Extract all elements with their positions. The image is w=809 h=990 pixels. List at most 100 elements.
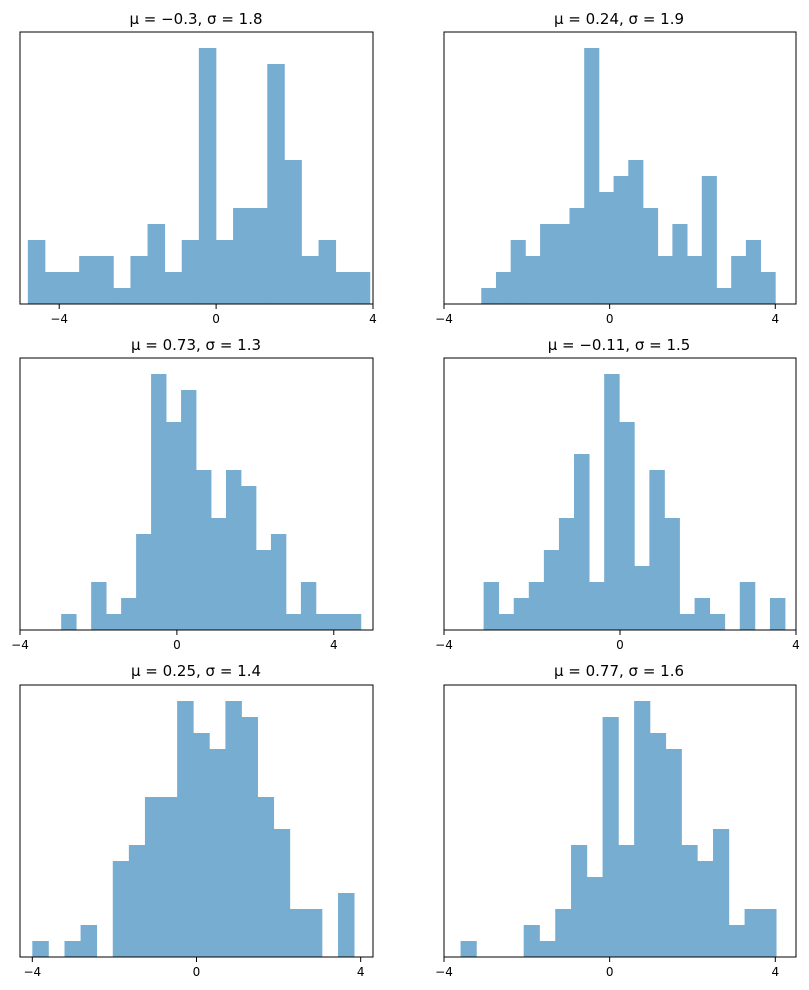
panel-3: μ = 0.73, σ = 1.3 −4 0 4: [11, 336, 374, 652]
histogram-bar: [144, 797, 162, 957]
histogram-bar: [510, 240, 526, 304]
histogram-bar: [44, 272, 63, 304]
panel-1-x-ticks: −4 0 4: [50, 304, 377, 326]
histogram-bar: [498, 614, 515, 630]
histogram-bar: [300, 582, 317, 630]
histogram-bar: [64, 941, 81, 957]
histogram-bar: [744, 909, 761, 957]
histogram-bar: [164, 272, 183, 304]
panel-4: μ = −0.11, σ = 1.5 −4 0 4: [435, 336, 800, 652]
x-tick-label: 0: [606, 312, 614, 326]
histogram-bar: [285, 614, 302, 630]
histogram-bar: [301, 256, 319, 304]
x-tick-label: −4: [435, 638, 453, 652]
histogram-bar: [602, 717, 619, 957]
histogram-bar: [589, 582, 605, 630]
x-tick-label: 0: [606, 965, 614, 979]
panel-2-axes-frame: [443, 31, 797, 305]
panel-4-x-ticks: −4 0 4: [435, 630, 800, 652]
panel-2-title: μ = 0.24, σ = 1.9: [554, 10, 684, 28]
histogram-bar: [716, 288, 732, 304]
histogram-bar: [130, 256, 148, 304]
histogram-bar: [769, 598, 786, 630]
histogram-bar: [352, 272, 371, 304]
x-tick-label: 4: [792, 638, 800, 652]
histogram-bar: [571, 845, 588, 957]
histogram-bar: [270, 534, 287, 630]
histogram-bar: [318, 240, 337, 304]
x-tick-label: −4: [50, 312, 68, 326]
histogram-bar: [540, 224, 556, 304]
histogram-bar: [91, 582, 107, 630]
histogram-bar: [760, 909, 777, 957]
histogram-bar: [128, 845, 146, 957]
histogram-bar: [113, 288, 131, 304]
histogram-bar: [558, 518, 575, 630]
histogram-bar: [681, 845, 698, 957]
x-tick-label: 0: [173, 638, 181, 652]
histogram-bar: [147, 224, 166, 304]
panel-1-bars: [27, 48, 371, 304]
histogram-bar: [584, 48, 600, 304]
panel-4-title: μ = −0.11, σ = 1.5: [548, 336, 691, 354]
histogram-bar: [543, 550, 560, 630]
histogram-bar: [618, 845, 635, 957]
histogram-bar: [177, 701, 194, 957]
histogram-bar: [166, 422, 182, 630]
x-tick-label: −4: [23, 965, 41, 979]
histogram-bar: [161, 797, 178, 957]
histogram-bar: [672, 224, 688, 304]
histogram-bar: [198, 48, 217, 304]
histogram-bar: [664, 518, 680, 630]
panel-6-x-ticks: −4 0 4: [435, 957, 779, 979]
histogram-bar: [634, 701, 651, 957]
histogram-bar: [634, 566, 650, 630]
histogram-bar: [731, 256, 747, 304]
x-tick-label: −4: [11, 638, 29, 652]
histogram-bar: [760, 272, 776, 304]
histogram-bar: [215, 240, 234, 304]
panel-6-axes-frame: [443, 684, 797, 958]
histogram-bar: [62, 272, 80, 304]
panel-2-bars: [481, 48, 776, 304]
histogram-bar: [315, 614, 332, 630]
panel-3-axes-frame: [19, 357, 374, 631]
histogram-bar: [554, 224, 570, 304]
histogram-bar: [267, 64, 285, 304]
histogram-bar: [330, 614, 347, 630]
histogram-bar: [555, 909, 572, 957]
histogram-bar: [525, 256, 541, 304]
panel-3-x-ticks: −4 0 4: [11, 630, 338, 652]
histogram-bar: [255, 550, 272, 630]
histogram-bar: [226, 470, 242, 630]
histogram-bar: [694, 598, 711, 630]
histogram-bar: [193, 733, 210, 957]
histogram-bar: [196, 470, 212, 630]
histogram-bar: [598, 192, 614, 304]
histogram-bar: [574, 454, 590, 630]
histogram-bar: [240, 486, 257, 630]
histogram-bar: [335, 272, 354, 304]
panel-3-title: μ = 0.73, σ = 1.3: [131, 336, 261, 354]
x-tick-label: −4: [435, 312, 453, 326]
histogram-bar: [79, 256, 97, 304]
histogram-bar: [495, 272, 512, 304]
panel-6: μ = 0.77, σ = 1.6 −4 0 4: [435, 662, 797, 979]
histogram-bar: [649, 733, 667, 957]
histogram-bar: [112, 861, 130, 957]
x-tick-label: 0: [616, 638, 624, 652]
histogram-bar: [151, 374, 167, 630]
histogram-bar: [233, 208, 251, 304]
histogram-bar: [241, 717, 258, 957]
panel-6-bars: [460, 701, 777, 957]
histogram-bar: [257, 797, 275, 957]
panel-5-title: μ = 0.25, σ = 1.4: [131, 662, 261, 680]
histogram-bar: [642, 208, 659, 304]
histogram-bar: [697, 861, 714, 957]
x-tick-label: 4: [330, 638, 338, 652]
histogram-bar: [250, 208, 268, 304]
histogram-bar: [80, 925, 98, 957]
histogram-bar: [181, 240, 200, 304]
histogram-bar: [27, 240, 46, 304]
